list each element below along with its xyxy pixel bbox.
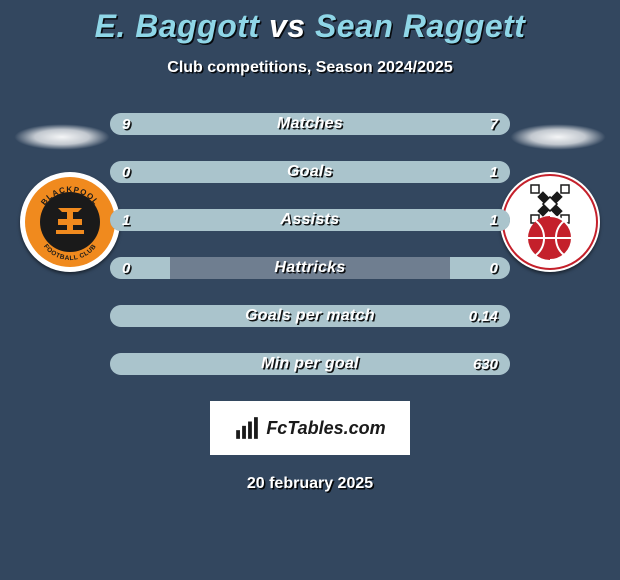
bar-label: Goals per match [110,305,510,327]
stat-bar: 01Goals [110,161,510,183]
blackpool-crest-icon: BLACKPOOL FOOTBALL CLUB [20,172,120,272]
bar-label: Assists [110,209,510,231]
stat-bar: 00Hattricks [110,257,510,279]
watermark-text: FcTables.com [266,418,385,439]
bar-label: Min per goal [110,353,510,375]
player-b-name: Sean Raggett [315,8,525,44]
player-a-name: E. Baggott [95,8,260,44]
stat-bar: 630Min per goal [110,353,510,375]
blackpool-crest: BLACKPOOL FOOTBALL CLUB [20,172,120,272]
watermark: FcTables.com [210,401,410,455]
vs-label: vs [269,8,306,44]
stat-bar: 97Matches [110,113,510,135]
comparison-infographic: E. Baggott vs Sean Raggett Club competit… [0,0,620,580]
stat-bar: 0.14Goals per match [110,305,510,327]
bar-label: Hattricks [110,257,510,279]
page-title: E. Baggott vs Sean Raggett [0,0,620,45]
rotherham-crest [500,172,600,272]
bar-label: Matches [110,113,510,135]
avatar-shadow-right [510,124,606,150]
stat-bar: 11Assists [110,209,510,231]
rotherham-crest-icon [500,172,600,272]
subtitle: Club competitions, Season 2024/2025 [0,59,620,77]
date-label: 20 february 2025 [0,475,620,493]
chart-icon [234,415,260,441]
avatar-shadow-left [14,124,110,150]
bar-label: Goals [110,161,510,183]
